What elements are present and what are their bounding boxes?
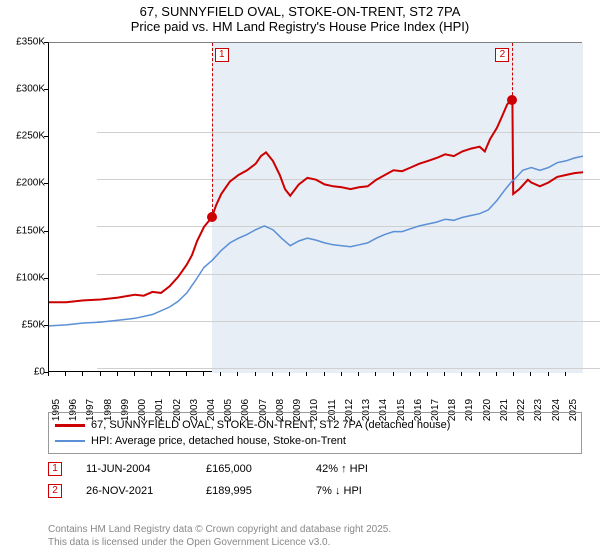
series-svg	[49, 43, 583, 373]
y-tick-label: £300K	[3, 84, 45, 95]
legend-label-price-paid: 67, SUNNYFIELD OVAL, STOKE-ON-TRENT, ST2…	[91, 419, 450, 431]
legend-item-price-paid: 67, SUNNYFIELD OVAL, STOKE-ON-TRENT, ST2…	[55, 417, 575, 433]
legend-label-hpi: HPI: Average price, detached house, Stok…	[91, 435, 346, 447]
y-tick-label: £100K	[3, 272, 45, 283]
title-line1: 67, SUNNYFIELD OVAL, STOKE-ON-TRENT, ST2…	[0, 4, 600, 19]
footer-line1: Contains HM Land Registry data © Crown c…	[48, 524, 582, 537]
y-tick-label: £250K	[3, 131, 45, 142]
title-block: 67, SUNNYFIELD OVAL, STOKE-ON-TRENT, ST2…	[0, 0, 600, 36]
y-tick-label: £200K	[3, 178, 45, 189]
legend-swatch-hpi	[55, 440, 85, 442]
y-tick-label: £350K	[3, 37, 45, 48]
sale-marker-box-2: 2	[48, 484, 62, 498]
sale-row-2: 2 26-NOV-2021 £189,995 7% ↓ HPI	[48, 484, 582, 498]
footer-line2: This data is licensed under the Open Gov…	[48, 537, 582, 550]
sale-marker-1: 1	[215, 48, 229, 62]
series-price_paid	[49, 100, 583, 303]
plot-area: 12	[48, 42, 582, 372]
legend: 67, SUNNYFIELD OVAL, STOKE-ON-TRENT, ST2…	[48, 412, 582, 454]
sale-price-2: £189,995	[206, 485, 316, 497]
legend-item-hpi: HPI: Average price, detached house, Stok…	[55, 433, 575, 449]
series-hpi	[49, 156, 583, 326]
sale-marker-2: 2	[495, 48, 509, 62]
y-tick-label: £150K	[3, 225, 45, 236]
sale-dot-1	[207, 212, 217, 222]
legend-swatch-price-paid	[55, 424, 85, 427]
sale-diff-2: 7% ↓ HPI	[316, 485, 436, 497]
sale-price-1: £165,000	[206, 463, 316, 475]
y-tick-label: £0	[3, 367, 45, 378]
sale-marker-box-1: 1	[48, 462, 62, 476]
title-line2: Price paid vs. HM Land Registry's House …	[0, 19, 600, 34]
chart-container: 67, SUNNYFIELD OVAL, STOKE-ON-TRENT, ST2…	[0, 0, 600, 560]
sale-date-1: 11-JUN-2004	[86, 463, 206, 475]
sale-row-1: 1 11-JUN-2004 £165,000 42% ↑ HPI	[48, 462, 582, 476]
footer: Contains HM Land Registry data © Crown c…	[48, 524, 582, 549]
sale-diff-1: 42% ↑ HPI	[316, 463, 436, 475]
sale-date-2: 26-NOV-2021	[86, 485, 206, 497]
sale-dot-2	[507, 95, 517, 105]
y-tick-label: £50K	[3, 319, 45, 330]
